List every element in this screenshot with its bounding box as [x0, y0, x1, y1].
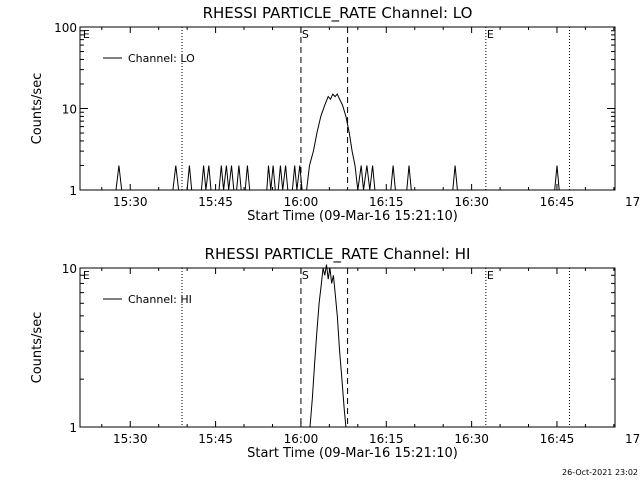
x-tick-label: 16:45 [540, 432, 575, 446]
x-tick-label: 17:00 [625, 432, 640, 446]
x-tick-label: 15:45 [198, 432, 233, 446]
x-tick-label: 15:45 [198, 195, 233, 209]
y-tick-label: 10 [62, 262, 77, 276]
legend-label: Channel: HI [128, 293, 192, 306]
x-tick-label: 16:45 [540, 195, 575, 209]
hi-channel-panel: RHESSI PARTICLE_RATE Channel: HI 15:30 15:… [30, 245, 640, 461]
series-line [309, 264, 347, 428]
lo-channel-panel: RHESSI PARTICLE_RATE Channel: LO 15:30 15:… [30, 4, 640, 224]
x-tick-label: 15:30 [113, 195, 148, 209]
y-tick-label: 1 [69, 421, 77, 435]
x-axis-label: Start Time (09-Mar-16 15:21:10) [247, 446, 458, 461]
x-tick-label: 15:30 [113, 432, 148, 446]
event-marker-label: E [83, 269, 90, 282]
event-marker-label: S [302, 269, 309, 282]
series-line [80, 93, 615, 191]
x-tick-label: 17:00 [625, 195, 640, 209]
x-tick-label: 16:15 [369, 432, 404, 446]
event-marker-label: E [487, 28, 494, 41]
y-tick-label: 10 [62, 103, 77, 117]
x-tick-label: 16:30 [454, 432, 489, 446]
chart-title: RHESSI PARTICLE_RATE Channel: LO [203, 4, 473, 23]
y-tick-label: 1 [69, 184, 77, 198]
x-tick-label: 16:30 [454, 195, 489, 209]
y-axis-label: Counts/sec [30, 73, 45, 145]
generation-timestamp: 26-Oct-2021 23:02 [562, 468, 638, 477]
event-marker-label: E [487, 269, 494, 282]
x-tick-label: 16:15 [369, 195, 404, 209]
x-tick-label: 16:00 [284, 195, 319, 209]
event-marker-label: S [302, 28, 309, 41]
y-axis-label: Counts/sec [30, 312, 45, 384]
x-tick-label: 16:00 [284, 432, 319, 446]
x-axis-label: Start Time (09-Mar-16 15:21:10) [247, 209, 458, 224]
chart-title: RHESSI PARTICLE_RATE Channel: HI [205, 245, 471, 264]
legend-label: Channel: LO [128, 52, 195, 65]
y-tick-label: 100 [54, 21, 77, 35]
event-marker-label: E [83, 28, 90, 41]
